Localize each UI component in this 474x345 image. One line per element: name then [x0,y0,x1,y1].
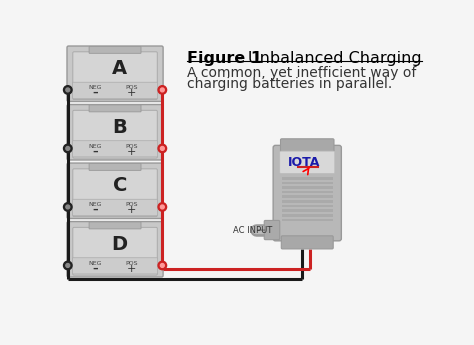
Text: POS: POS [126,202,138,207]
Text: charging batteries in parallel.: charging batteries in parallel. [187,77,392,91]
Text: POS: POS [126,85,138,90]
FancyBboxPatch shape [280,151,335,174]
FancyBboxPatch shape [73,258,158,274]
Text: NEG: NEG [88,202,102,207]
FancyBboxPatch shape [73,110,157,158]
Text: –: – [92,264,98,274]
Text: A common, yet inefficient way of: A common, yet inefficient way of [187,66,417,80]
FancyBboxPatch shape [89,164,141,170]
Text: NEG: NEG [88,144,102,149]
FancyBboxPatch shape [73,141,158,157]
FancyBboxPatch shape [73,52,157,100]
Circle shape [66,205,70,209]
FancyBboxPatch shape [67,46,163,101]
Circle shape [158,86,166,94]
FancyBboxPatch shape [281,236,333,249]
Bar [282,218,333,221]
Circle shape [64,203,72,211]
Bar [282,200,333,203]
Text: A: A [112,59,127,78]
Circle shape [160,88,164,92]
Text: +: + [127,205,137,215]
Bar [282,191,333,194]
Circle shape [66,88,70,92]
FancyBboxPatch shape [281,139,334,152]
Circle shape [158,261,166,270]
Bar [282,177,333,180]
Bar [282,186,333,189]
Circle shape [160,264,164,267]
FancyBboxPatch shape [67,105,163,160]
FancyBboxPatch shape [89,222,141,229]
FancyBboxPatch shape [73,199,158,215]
Circle shape [66,264,70,267]
Text: –: – [92,147,98,157]
FancyBboxPatch shape [273,145,341,241]
Text: POS: POS [126,144,138,149]
Text: D: D [112,235,128,254]
Circle shape [158,144,166,153]
Text: C: C [112,176,127,195]
FancyBboxPatch shape [89,105,141,112]
Text: Figure 1: Figure 1 [187,51,262,66]
Text: –: – [92,88,98,98]
Text: B: B [112,118,127,137]
Circle shape [66,147,70,150]
Bar [282,205,333,207]
Circle shape [64,261,72,270]
Text: –: – [92,205,98,215]
FancyBboxPatch shape [73,82,158,98]
FancyBboxPatch shape [73,169,157,217]
Bar [282,195,333,198]
FancyBboxPatch shape [264,220,280,240]
FancyBboxPatch shape [73,227,157,275]
Text: - Unbalanced Charging: - Unbalanced Charging [232,51,422,66]
FancyBboxPatch shape [67,221,163,277]
Circle shape [64,144,72,153]
Text: +: + [127,147,137,157]
FancyBboxPatch shape [89,47,141,53]
Text: +: + [127,264,137,274]
Circle shape [160,205,164,209]
Circle shape [64,86,72,94]
Text: POS: POS [126,261,138,266]
Circle shape [158,203,166,211]
Bar [282,209,333,212]
Text: NEG: NEG [88,261,102,266]
Bar [282,214,333,217]
Bar [282,181,333,184]
Text: +: + [127,88,137,98]
Text: AC INPUT: AC INPUT [233,226,272,235]
Text: NEG: NEG [88,85,102,90]
Circle shape [160,147,164,150]
Text: IOTA: IOTA [288,156,320,169]
FancyBboxPatch shape [67,163,163,218]
